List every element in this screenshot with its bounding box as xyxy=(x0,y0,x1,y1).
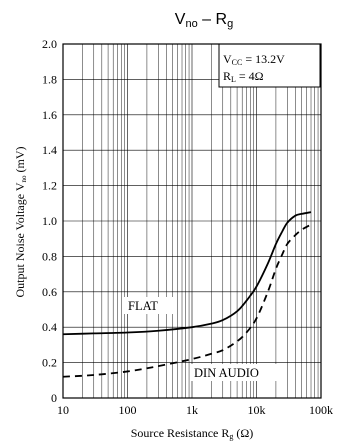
y-tick-label: 1.0 xyxy=(42,214,57,228)
x-tick-label: 10 xyxy=(57,403,69,417)
y-axis-label: Output Noise Voltage Vno (mV) xyxy=(13,146,28,297)
x-tick-label: 100 xyxy=(119,403,137,417)
din-label-bg xyxy=(190,364,281,381)
legend: VCC = 13.2V RL = 4Ω xyxy=(218,43,321,88)
flat-label-bg xyxy=(124,297,174,314)
y-tick-label: 0.2 xyxy=(42,356,57,370)
legend-box xyxy=(218,43,321,88)
y-tick-label: 0.6 xyxy=(42,285,57,299)
legend-vcc: VCC = 13.2V xyxy=(223,52,285,67)
x-axis-label: Source Resistance Rg (Ω) xyxy=(131,426,254,441)
y-tick-label: 0.4 xyxy=(42,320,57,334)
y-tick-label: 2.0 xyxy=(42,37,57,51)
legend-rl: RL = 4Ω xyxy=(223,69,264,84)
x-tick-label: 1k xyxy=(186,403,198,417)
y-tick-label: 0 xyxy=(51,391,57,405)
x-tick-label: 100k xyxy=(309,403,333,417)
series-label-flat: FLAT xyxy=(128,299,158,313)
y-tick-label: 1.8 xyxy=(42,72,57,86)
series-line-flat xyxy=(62,211,312,336)
x-tick-label: 10k xyxy=(248,403,266,417)
chart-title: Vno – Rg xyxy=(175,11,233,30)
tick-labels: 10 100 1k 10k 100k 0 0.2 0.4 0.6 0.8 1.0 1.2 1.4 1.6 1… xyxy=(42,37,333,417)
y-tick-label: 1.4 xyxy=(42,143,57,157)
y-tick-label: 1.2 xyxy=(42,179,57,193)
series-label-din-audio: DIN AUDIO xyxy=(194,366,259,380)
grid xyxy=(62,43,321,399)
y-tick-label: 0.8 xyxy=(42,249,57,263)
plot-frame xyxy=(62,43,322,399)
series-lines xyxy=(62,211,312,378)
series-line-din-audio xyxy=(62,223,312,378)
y-tick-label: 1.6 xyxy=(42,108,57,122)
